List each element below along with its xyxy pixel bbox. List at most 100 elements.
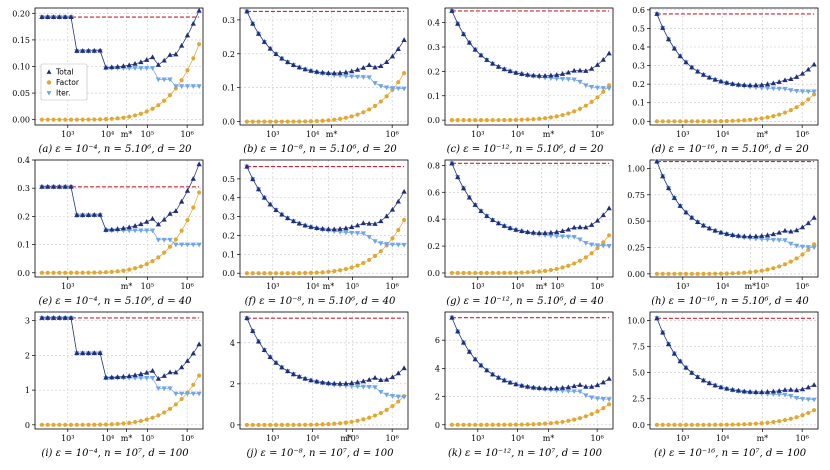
point-factor: [256, 422, 261, 427]
point-factor: [191, 382, 196, 387]
point-factor: [666, 271, 671, 276]
point-total: [559, 385, 566, 390]
point-factor: [583, 414, 588, 419]
x-tick-label: 10⁶: [385, 282, 398, 291]
point-total: [149, 54, 156, 60]
point-iter: [184, 84, 191, 89]
point-total: [660, 25, 666, 30]
point-total: [372, 64, 378, 70]
point-total: [805, 384, 811, 390]
point-total: [559, 228, 566, 233]
point-iter: [378, 84, 384, 89]
axes-frame: [444, 159, 614, 278]
point-total: [565, 69, 572, 75]
point-factor: [367, 415, 372, 420]
point-total: [395, 370, 401, 376]
y-tick-label: 2.5: [632, 395, 645, 404]
x-tick-label: 10⁶: [590, 282, 603, 291]
y-tick-label: 0.8: [427, 161, 440, 170]
point-factor: [525, 117, 530, 122]
point-factor: [713, 119, 718, 124]
point-iter: [132, 66, 138, 71]
x-tick-label: 10³: [61, 282, 74, 291]
y-tick-label: 0.2: [427, 67, 440, 76]
point-factor: [138, 264, 143, 269]
point-factor: [713, 422, 718, 427]
point-total: [360, 378, 367, 384]
point-iter: [173, 391, 179, 397]
point-total: [325, 380, 332, 386]
point-total: [455, 174, 461, 180]
point-total: [255, 30, 262, 36]
point-total: [606, 50, 612, 56]
y-tick-label: 2: [435, 393, 440, 402]
point-total: [273, 51, 279, 57]
point-factor: [730, 271, 735, 276]
point-total: [793, 227, 800, 233]
x-tick-label: 10⁶: [795, 282, 808, 291]
x-tick-label: 10³: [676, 282, 689, 291]
point-iter: [196, 242, 202, 248]
point-total: [144, 57, 150, 62]
point-factor: [273, 271, 279, 276]
point-factor: [747, 421, 753, 427]
point-total: [314, 69, 320, 74]
point-total: [542, 385, 548, 391]
point-factor: [361, 260, 366, 266]
point-factor: [777, 264, 782, 269]
point-factor: [490, 270, 495, 276]
legend-label: Total: [55, 68, 74, 77]
point-total: [764, 232, 771, 238]
point-total: [654, 158, 660, 164]
point-total: [68, 315, 74, 320]
point-total: [507, 379, 513, 385]
point-iter: [389, 242, 396, 248]
point-factor: [812, 92, 817, 97]
point-factor: [80, 422, 85, 427]
point-factor: [297, 271, 302, 276]
point-total: [770, 80, 777, 86]
y-tick-label: 0.0: [222, 269, 235, 278]
point-factor: [268, 119, 273, 124]
point-total: [279, 211, 285, 217]
point-factor: [654, 119, 660, 124]
point-factor: [666, 119, 671, 124]
point-factor: [542, 116, 548, 121]
point-total: [571, 67, 577, 73]
point-iter: [190, 242, 196, 248]
point-total: [290, 62, 297, 68]
point-total: [747, 233, 753, 239]
y-tick-label: 10.0: [627, 316, 645, 325]
series-line-factor: [451, 85, 610, 121]
series-line-total: [246, 11, 405, 74]
point-total: [114, 374, 121, 380]
y-tick-label: 0.3: [222, 213, 235, 222]
point-iter: [161, 77, 167, 83]
point-factor: [355, 418, 360, 423]
y-tick-label: 0.0: [222, 118, 235, 127]
point-iter: [548, 233, 554, 239]
point-factor: [361, 110, 366, 115]
point-factor: [103, 270, 109, 275]
point-total: [250, 20, 256, 26]
point-iter: [190, 84, 196, 89]
point-total: [782, 77, 788, 83]
point-total: [68, 183, 74, 189]
point-factor: [332, 269, 337, 274]
x-tick-label: 10³: [676, 130, 689, 139]
point-total: [155, 221, 162, 227]
legend-marker: [46, 69, 52, 74]
point-total: [114, 226, 121, 231]
point-total: [600, 56, 606, 62]
point-total: [109, 64, 115, 70]
point-factor: [138, 111, 143, 116]
series-line-factor: [656, 409, 815, 426]
point-factor: [759, 421, 764, 426]
point-total: [97, 47, 103, 53]
point-total: [753, 233, 759, 239]
point-total: [296, 64, 302, 70]
x-tick-label: 10⁶: [180, 282, 193, 291]
point-factor: [736, 422, 741, 427]
point-iter: [811, 89, 817, 95]
point-total: [782, 387, 788, 392]
